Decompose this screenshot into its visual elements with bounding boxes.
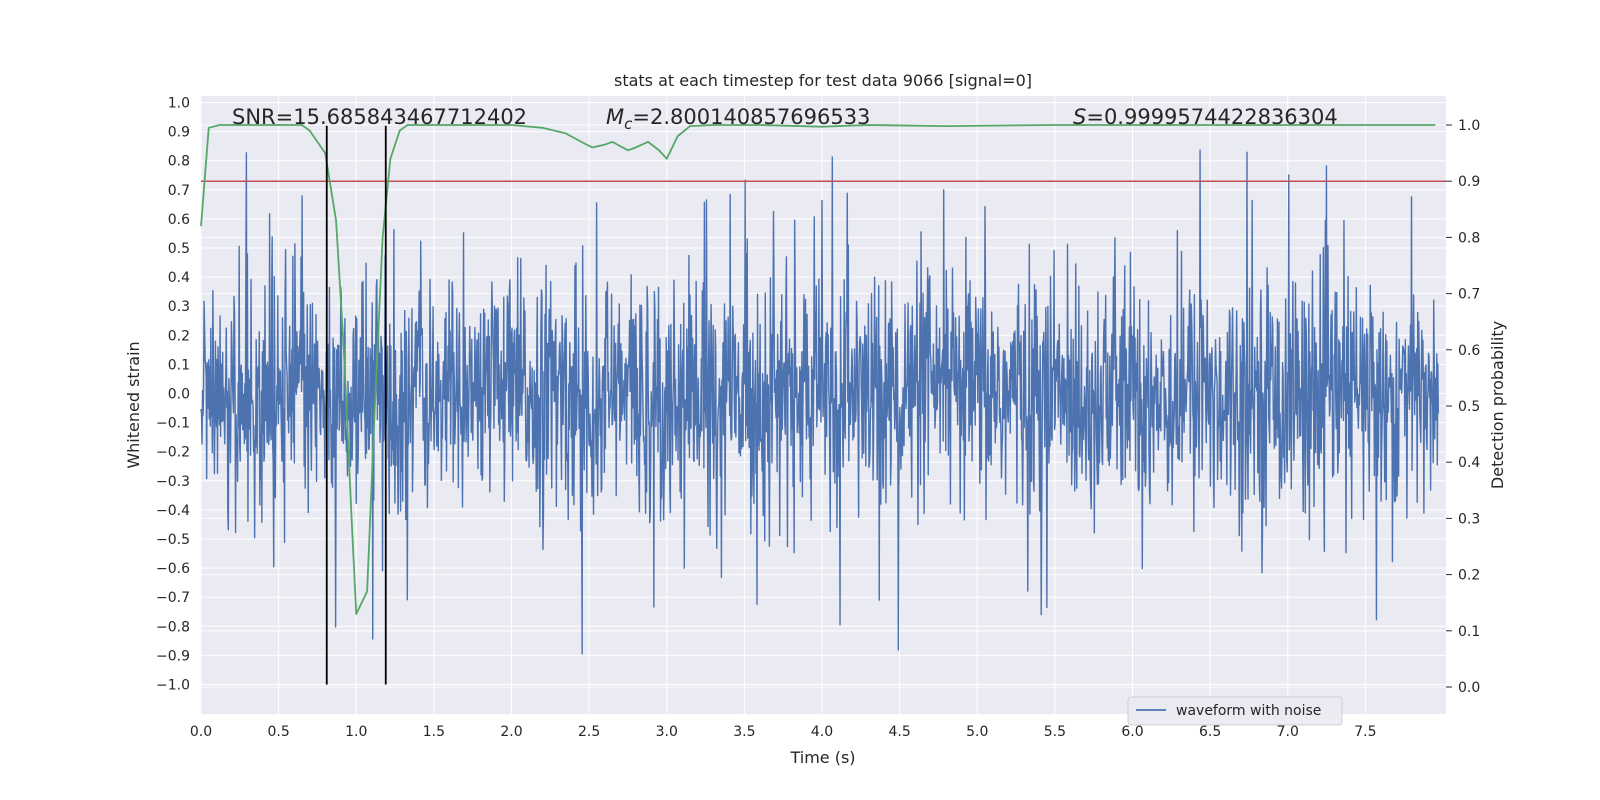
y-left-tick-label: −0.8 [156,619,190,635]
y-right-tick-label: 0.6 [1458,343,1480,359]
y-right-tick-label: 0.7 [1458,287,1480,303]
legend-box [1127,696,1343,726]
y-left-tick-label: 0.6 [168,212,190,228]
y-left-tick-label: −0.6 [156,561,190,577]
x-tick-label: 4.0 [811,724,833,740]
waveform-line [200,149,1440,655]
x-tick-label: 1.0 [345,724,367,740]
x-tick-label: 7.0 [1277,724,1299,740]
y-left-tick-label: −0.1 [156,416,190,432]
grid-lines [200,96,1446,714]
x-tick-label: 3.0 [656,724,678,740]
y-left-tick-label: 0.7 [168,183,190,199]
x-tick-label: 4.5 [888,724,910,740]
mc-subscript: c [624,115,633,133]
y-right-tick-label: 0.5 [1458,399,1480,415]
x-tick-label: 2.0 [500,724,522,740]
y-right-axis-label: Detection probability [1488,321,1507,489]
y-right-tick-label: 0.1 [1458,624,1480,640]
y-right-tick-label: 0.0 [1458,680,1480,696]
y-left-tick-label: 1.0 [168,96,190,112]
mc-value: =2.800140857696533 [632,105,870,129]
legend-entry-waveform: waveform with noise [1176,703,1321,719]
y-right-tick-label: 0.2 [1458,568,1480,584]
x-tick-label: 5.5 [1044,724,1066,740]
snr-label: SNR [232,105,276,129]
snr-annotation: SNR=15.685843467712402 [232,105,527,129]
x-tick-labels: 0.0 0.5 1.0 1.5 2.0 2.5 3.0 3.5 4.0 4.5 5.0 5.5 6.0 6… [190,724,1377,740]
y-left-tick-labels: −1.0 −0.9 −0.8 −0.7 −0.6 −0.5 −0.4 −0.3 −0.2 −0.1… [156,96,190,694]
x-tick-label: 6.5 [1199,724,1221,740]
y-right-tick-label: 0.3 [1458,511,1480,527]
y-left-tick-label: 0.8 [168,154,190,170]
y-left-tick-label: −0.4 [156,503,190,519]
s-symbol: S [1073,105,1086,129]
mc-symbol: M [606,105,624,129]
y-left-tick-label: −0.2 [156,445,190,461]
snr-value: =15.685843467712402 [276,105,527,129]
y-left-tick-label: 0.5 [168,241,190,257]
x-tick-label: 2.5 [578,724,600,740]
y-left-tick-label: 0.2 [168,328,190,344]
x-tick-label: 6.0 [1121,724,1143,740]
chirp-mass-annotation: Mc=2.800140857696533 [606,105,870,133]
y-left-tick-label: −0.9 [156,648,190,664]
chart-title: stats at each timestep for test data 906… [614,71,1032,90]
y-left-tick-label: 0.9 [168,125,190,141]
y-right-tick-label: 0.8 [1458,230,1480,246]
x-tick-label: 5.0 [966,724,988,740]
s-value: =0.9999574422836304 [1086,105,1337,129]
y-left-tick-label: 0.3 [168,299,190,315]
s-annotation: S=0.9999574422836304 [1073,105,1338,129]
y-left-tick-label: 0.1 [168,357,190,373]
x-axis-label: Time (s) [789,748,855,767]
y-right-tick-label: 1.0 [1458,118,1480,134]
x-tick-label: 3.5 [733,724,755,740]
x-tick-label: 1.5 [423,724,445,740]
y-left-tick-label: −1.0 [156,678,190,694]
y-left-tick-label: 0.0 [168,387,190,403]
y-left-tick-label: 0.4 [168,270,190,286]
y-left-axis-label: Whitened strain [124,341,143,468]
vertical-markers [325,125,387,685]
waveform-series [200,149,1440,655]
legend: waveform with noise [1127,696,1343,726]
x-tick-label: 7.5 [1354,724,1376,740]
y-left-tick-label: −0.7 [156,590,190,606]
y-left-tick-label: −0.5 [156,532,190,548]
y-right-tick-label: 0.9 [1458,174,1480,190]
y-right-tick-label: 0.4 [1458,455,1480,471]
x-tick-label: 0.5 [267,724,289,740]
y-right-tick-labels: 0.0 0.1 0.2 0.3 0.4 0.5 0.6 0.7 0.8 0.9 1.0 [1446,118,1480,696]
x-tick-label: 0.0 [190,724,212,740]
y-left-tick-label: −0.3 [156,474,190,490]
